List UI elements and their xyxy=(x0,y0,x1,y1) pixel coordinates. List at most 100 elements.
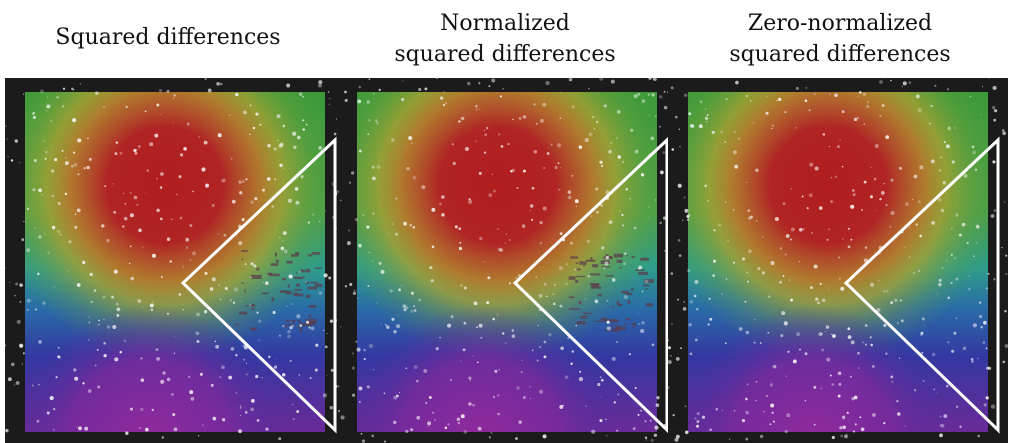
speckle xyxy=(289,326,292,329)
speckle xyxy=(916,223,918,225)
speckle xyxy=(560,167,561,168)
speckle xyxy=(161,276,163,278)
speckle xyxy=(410,224,413,227)
speckle xyxy=(173,98,174,99)
speckle xyxy=(579,371,581,373)
speckle xyxy=(240,407,242,409)
speckle xyxy=(574,269,576,271)
speckle xyxy=(296,314,300,318)
speckle xyxy=(152,301,153,302)
speckle xyxy=(551,144,553,146)
speckle xyxy=(492,174,493,175)
speckle xyxy=(735,81,739,85)
speckle xyxy=(215,345,219,349)
speckle xyxy=(655,199,656,200)
speckle xyxy=(904,425,906,427)
speckle xyxy=(508,143,510,145)
speckle xyxy=(890,301,893,304)
speckle xyxy=(890,179,893,182)
speckle xyxy=(539,294,543,298)
speckle xyxy=(544,356,546,358)
speckle xyxy=(956,406,958,408)
speckle xyxy=(42,301,45,304)
speckle xyxy=(32,384,34,386)
speckle xyxy=(130,277,134,281)
speckle xyxy=(337,385,339,387)
speckle xyxy=(955,277,958,280)
speckle xyxy=(746,182,747,183)
speckle xyxy=(63,88,65,90)
speckle xyxy=(95,364,97,366)
speckle xyxy=(790,239,792,241)
speckle xyxy=(183,309,184,310)
speckle xyxy=(71,165,73,167)
speckle xyxy=(562,405,564,407)
speckle xyxy=(419,299,421,301)
speckle xyxy=(325,210,326,211)
speckle xyxy=(239,191,242,194)
speckle xyxy=(558,162,560,164)
speckle xyxy=(405,430,408,433)
speckle xyxy=(391,138,395,142)
artifact xyxy=(635,269,644,271)
speckle xyxy=(560,232,563,235)
speckle xyxy=(324,273,328,277)
artifact xyxy=(251,308,255,310)
speckle xyxy=(883,324,886,327)
speckle xyxy=(512,119,513,120)
speckle xyxy=(162,371,165,374)
speckle xyxy=(835,176,837,178)
speckle xyxy=(850,205,854,209)
speckle xyxy=(258,320,261,323)
speckle xyxy=(359,386,363,390)
speckle xyxy=(192,251,196,255)
speckle xyxy=(612,278,616,282)
speckle xyxy=(811,232,813,234)
speckle xyxy=(653,77,657,81)
speckle xyxy=(283,168,284,169)
speckle xyxy=(297,136,301,140)
speckle xyxy=(56,96,59,99)
speckle xyxy=(45,151,47,153)
speckle xyxy=(766,395,768,397)
speckle xyxy=(831,177,832,178)
speckle xyxy=(34,159,37,162)
speckle xyxy=(778,98,781,101)
speckle xyxy=(668,340,669,341)
speckle xyxy=(673,414,675,416)
speckle xyxy=(235,354,237,356)
speckle xyxy=(502,332,504,334)
speckle xyxy=(36,420,39,423)
speckle xyxy=(38,340,42,344)
artifact xyxy=(276,260,279,263)
speckle xyxy=(566,263,568,265)
speckle xyxy=(979,315,982,318)
speckle xyxy=(5,429,9,433)
artifact xyxy=(617,260,623,263)
speckle xyxy=(152,409,154,411)
speckle xyxy=(747,281,749,283)
speckle xyxy=(53,408,55,410)
speckle xyxy=(505,342,507,344)
figure: Squared differencesNormalizedsquared dif… xyxy=(0,0,1013,443)
speckle xyxy=(477,362,479,364)
speckle xyxy=(113,211,116,214)
speckle xyxy=(883,422,885,424)
speckle xyxy=(53,429,54,430)
speckle xyxy=(263,282,264,283)
speckle xyxy=(483,261,484,262)
speckle xyxy=(498,369,500,371)
speckle xyxy=(367,285,369,287)
speckle xyxy=(476,326,478,328)
speckle xyxy=(384,441,386,443)
speckle xyxy=(302,96,304,98)
speckle xyxy=(604,261,608,265)
speckle xyxy=(847,327,850,330)
speckle xyxy=(220,376,221,377)
speckle xyxy=(721,293,722,294)
speckle xyxy=(379,89,381,91)
speckle xyxy=(690,300,693,303)
speckle xyxy=(11,159,13,161)
speckle xyxy=(274,366,277,369)
speckle xyxy=(616,341,618,343)
